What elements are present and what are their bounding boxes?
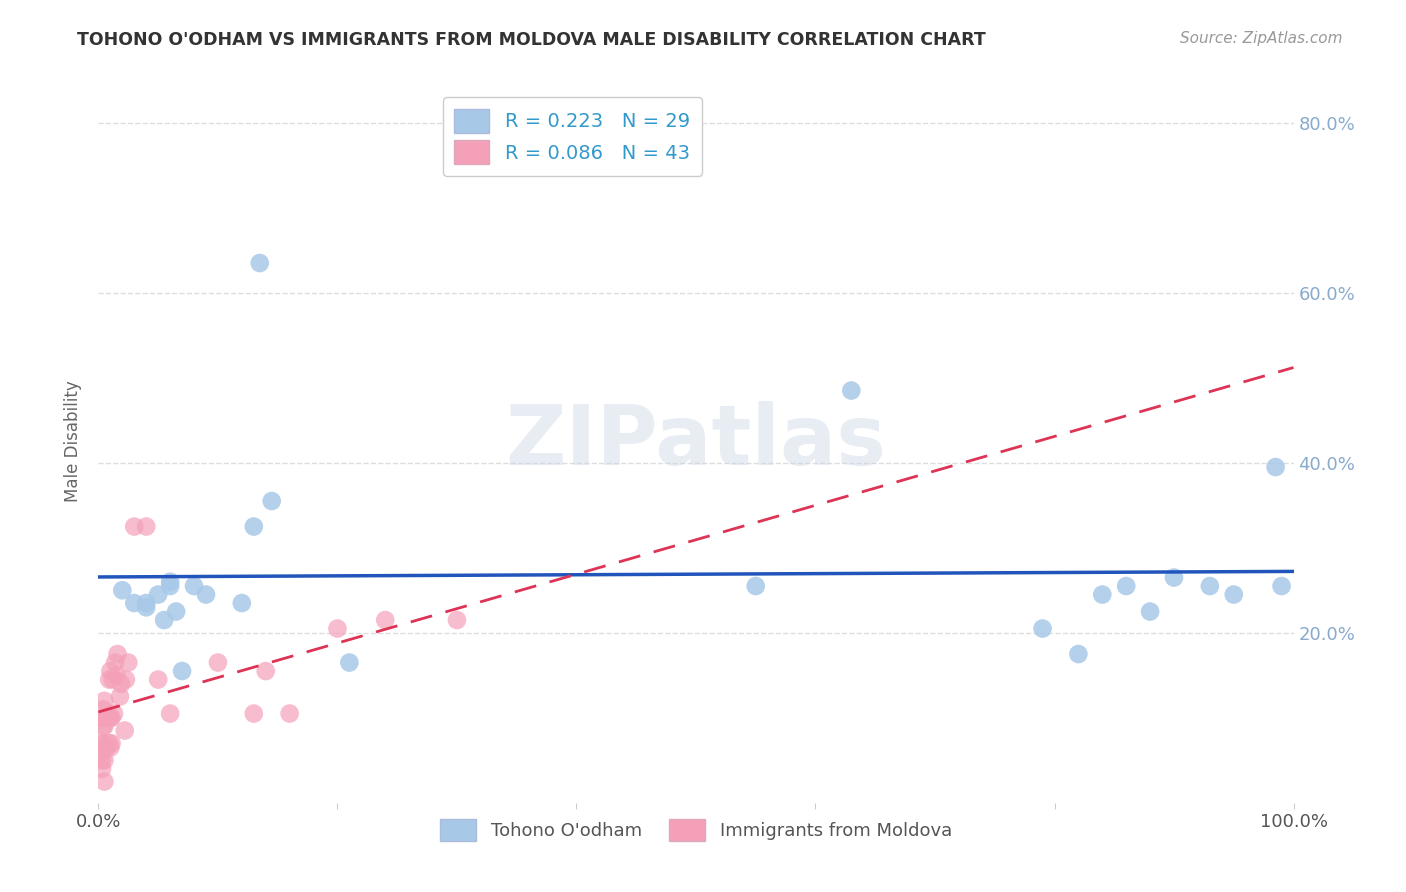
Point [91,753,114,767]
Point [1199,579,1222,593]
Point [97,711,120,725]
Point [91,736,114,750]
Point [148,588,170,602]
Point [107,647,129,661]
Point [159,706,181,721]
Point [153,613,176,627]
Point [1032,622,1054,636]
Point [110,677,132,691]
Point [91,762,114,776]
Text: ZIPatlas: ZIPatlas [506,401,886,482]
Point [91,702,114,716]
Point [1264,460,1286,475]
Point [1163,570,1185,584]
Point [91,745,114,759]
Point [243,706,266,721]
Point [374,613,396,627]
Point [1067,647,1090,661]
Point [1223,588,1246,602]
Point [111,583,134,598]
Point [135,600,157,615]
Point [98,736,121,750]
Point [124,596,146,610]
Point [124,519,146,533]
Point [165,605,187,619]
Point [117,656,139,670]
Legend: Tohono O'odham, Immigrants from Moldova: Tohono O'odham, Immigrants from Moldova [433,812,959,848]
Point [249,256,271,270]
Point [243,519,266,533]
Point [745,579,768,593]
Point [98,711,122,725]
Point [326,622,349,636]
Point [108,690,131,704]
Point [91,711,114,725]
Point [159,579,181,593]
Point [231,596,253,610]
Point [91,719,114,733]
Point [91,736,114,750]
Point [103,706,125,721]
Point [135,519,157,533]
Point [98,740,122,755]
Point [100,736,122,750]
Point [159,574,181,589]
Point [1115,579,1137,593]
Point [93,753,115,767]
Point [183,579,205,593]
Point [1139,605,1161,619]
Point [135,596,157,610]
Point [254,664,277,678]
Point [115,673,138,687]
Point [93,774,115,789]
Point [339,656,361,670]
Point [104,656,127,670]
Point [93,719,115,733]
Y-axis label: Male Disability: Male Disability [65,381,83,502]
Point [114,723,136,738]
Point [101,673,124,687]
Point [841,384,863,398]
Point [207,656,229,670]
Point [94,711,117,725]
Point [100,711,122,725]
Point [1271,579,1294,593]
Point [96,740,118,755]
Point [148,673,170,687]
Point [1091,588,1114,602]
Point [98,664,122,678]
Point [446,613,468,627]
Text: TOHONO O'ODHAM VS IMMIGRANTS FROM MOLDOVA MALE DISABILITY CORRELATION CHART: TOHONO O'ODHAM VS IMMIGRANTS FROM MOLDOV… [77,31,986,49]
Text: Source: ZipAtlas.com: Source: ZipAtlas.com [1180,31,1343,46]
Point [105,668,128,682]
Point [98,673,121,687]
Point [278,706,301,721]
Point [172,664,194,678]
Point [260,494,283,508]
Point [195,588,218,602]
Point [93,694,115,708]
